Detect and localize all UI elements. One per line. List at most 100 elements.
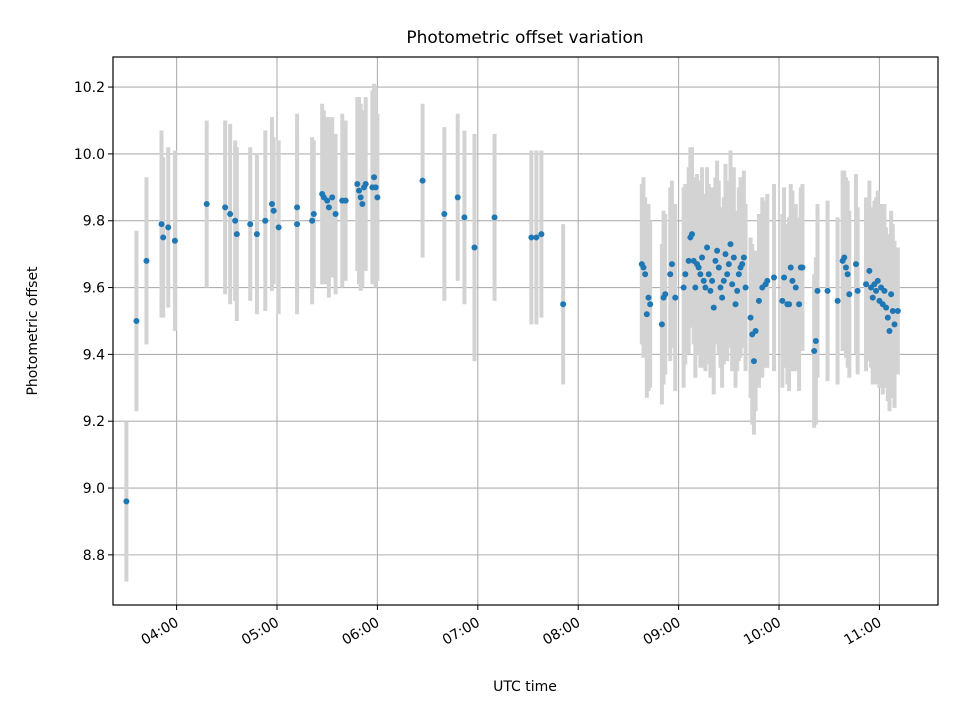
data-point [894, 307, 901, 314]
data-point [811, 348, 818, 355]
data-point [747, 314, 754, 321]
data-point [160, 234, 167, 241]
data-point [707, 287, 714, 294]
data-point [727, 241, 734, 248]
data-point [232, 217, 239, 224]
data-point [750, 358, 757, 365]
data-point [680, 284, 687, 291]
data-point [647, 301, 654, 308]
data-point [362, 180, 369, 187]
data-point [764, 277, 771, 284]
data-point [143, 257, 150, 264]
data-point [891, 321, 898, 328]
data-point [884, 314, 891, 321]
data-point [781, 274, 788, 281]
data-point [695, 264, 702, 271]
y-axis-ticks: 8.8 9.0 9.2 9.4 9.6 9.8 10.0 10.2 [74, 80, 113, 564]
data-point [739, 261, 746, 268]
data-point [735, 271, 742, 278]
data-point [724, 271, 731, 278]
data-point [722, 251, 729, 258]
data-point [846, 291, 853, 298]
y-tick-label: 9.2 [83, 414, 105, 430]
data-point [704, 244, 711, 251]
data-point [866, 267, 873, 274]
data-point [165, 224, 172, 231]
data-point [658, 321, 665, 328]
data-point [755, 297, 762, 304]
data-point [560, 301, 567, 308]
data-point [310, 211, 317, 218]
data-point [247, 221, 254, 228]
data-point [883, 304, 890, 311]
data-point [712, 257, 719, 264]
data-point [824, 287, 831, 294]
data-point [725, 261, 732, 268]
data-point [702, 284, 709, 291]
data-point [752, 328, 759, 334]
data-point [699, 254, 706, 261]
data-point [374, 194, 381, 201]
data-point [869, 294, 876, 301]
data-point [771, 274, 778, 281]
x-axis-label: UTC time [493, 679, 557, 695]
data-point [730, 254, 737, 261]
data-point [672, 294, 679, 301]
data-point [158, 221, 165, 228]
data-point [685, 257, 692, 264]
data-point [844, 271, 851, 278]
data-point [171, 237, 178, 244]
data-point [834, 297, 841, 304]
data-point [643, 311, 650, 318]
data-point [720, 277, 727, 284]
data-point [715, 264, 722, 271]
data-point [332, 211, 339, 218]
data-point [123, 498, 130, 505]
data-point [491, 214, 498, 221]
data-point [717, 284, 724, 291]
data-point [233, 231, 240, 238]
data-point [719, 294, 726, 301]
data-point [789, 277, 796, 284]
y-axis-label: Photometric offset [25, 266, 41, 396]
data-point [888, 291, 895, 298]
data-point [692, 284, 699, 291]
data-point [533, 234, 540, 241]
data-point [275, 224, 282, 231]
y-tick-label: 9.6 [83, 281, 105, 297]
data-point [471, 244, 478, 251]
data-point [786, 301, 793, 308]
data-point [359, 201, 366, 208]
data-point [294, 221, 301, 228]
data-point [740, 254, 747, 261]
y-tick-label: 9.4 [83, 347, 105, 363]
data-point [812, 338, 819, 345]
data-point [709, 277, 716, 284]
data-point [538, 231, 545, 238]
data-point [419, 177, 426, 184]
data-point [842, 264, 849, 271]
data-point [324, 197, 331, 204]
data-point [253, 231, 260, 238]
data-point [371, 174, 378, 181]
data-point [203, 201, 210, 208]
data-point [881, 287, 888, 294]
data-point [372, 184, 379, 191]
data-point [325, 204, 332, 211]
y-tick-label: 9.8 [83, 214, 105, 230]
data-point [742, 284, 749, 291]
data-point [729, 281, 736, 288]
data-point [689, 231, 696, 238]
data-point [841, 254, 848, 261]
data-point [854, 287, 861, 294]
data-point [732, 301, 739, 308]
data-point [662, 291, 669, 298]
data-point [222, 204, 229, 211]
data-point [874, 277, 881, 284]
data-point [853, 261, 860, 268]
data-point [640, 264, 647, 271]
data-point [792, 284, 799, 291]
y-tick-label: 8.8 [83, 548, 105, 564]
data-point [133, 317, 140, 324]
